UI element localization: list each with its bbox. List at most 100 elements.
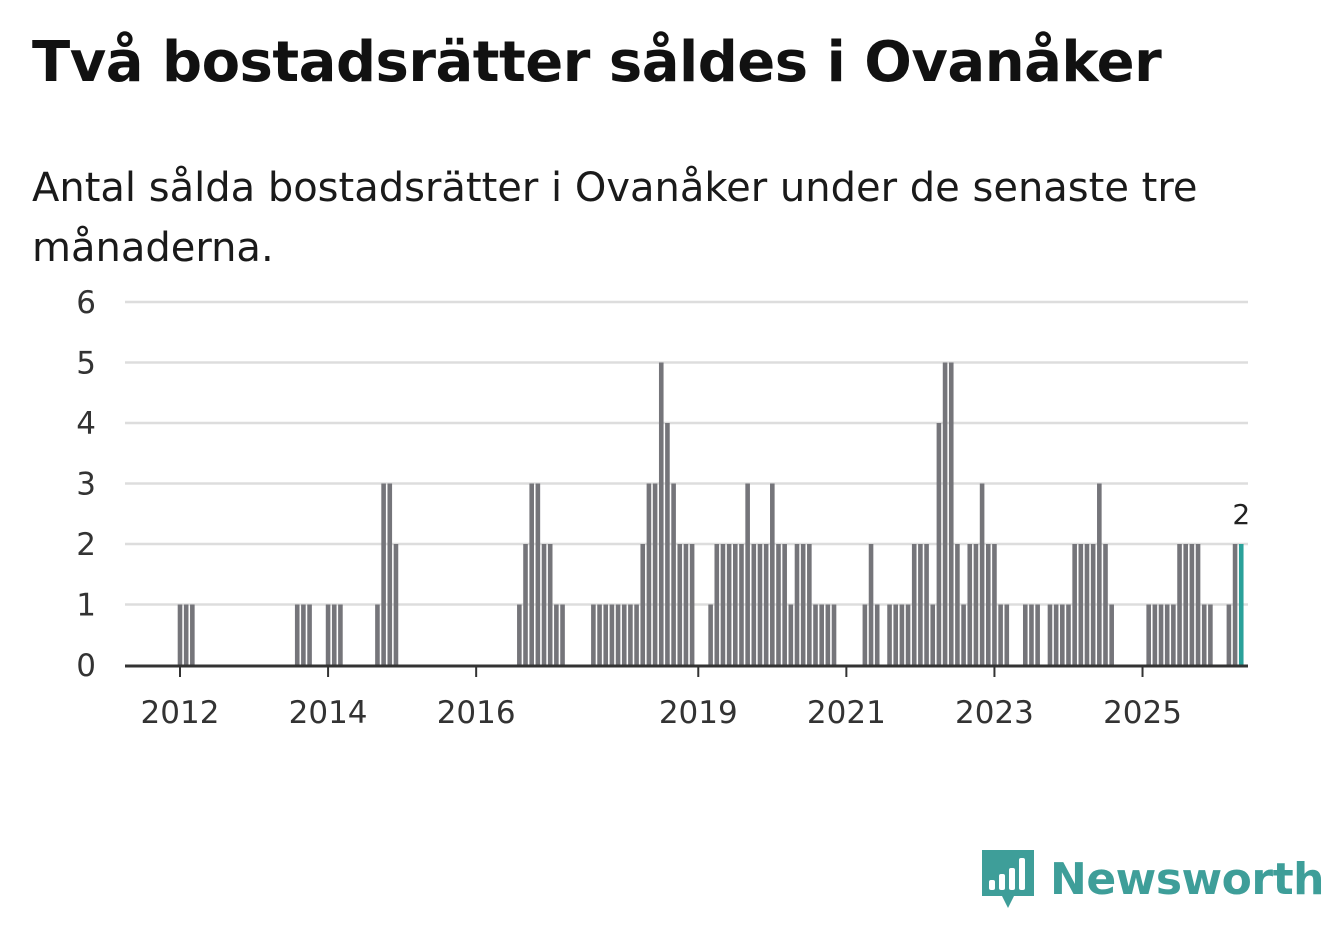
bar	[597, 604, 602, 665]
y-tick-label: 5	[76, 346, 96, 382]
x-axis-ticks: 2012 2014 2016 2019 2021 2023 2025	[141, 667, 1182, 731]
bar	[813, 604, 818, 665]
bar	[782, 544, 787, 665]
bar	[381, 483, 386, 665]
bar	[1084, 544, 1090, 665]
y-tick-label: 4	[76, 406, 96, 442]
bar-latest	[1238, 544, 1244, 665]
bar	[338, 604, 343, 665]
bar	[646, 483, 652, 665]
bar	[671, 483, 676, 665]
bar	[763, 544, 769, 665]
bar	[1053, 604, 1059, 665]
bar	[652, 483, 658, 665]
bar	[739, 544, 744, 665]
bar	[393, 544, 399, 665]
bar	[640, 544, 646, 665]
x-tick-label: 2016	[437, 695, 516, 731]
last-value-label: 2	[1232, 498, 1250, 531]
bar	[591, 604, 596, 665]
bar	[517, 604, 522, 665]
bar	[665, 423, 670, 665]
bar	[874, 604, 880, 665]
y-tick-label: 2	[76, 527, 96, 563]
x-tick-label: 2023	[955, 695, 1034, 731]
bar	[831, 604, 837, 665]
x-tick-label: 2012	[141, 695, 220, 731]
bar	[893, 604, 899, 665]
bar	[1047, 604, 1053, 665]
bar	[936, 423, 942, 665]
bar	[979, 483, 985, 665]
chart-subtitle: Antal sålda bostadsrätter i Ovanåker und…	[32, 165, 1198, 271]
bar	[955, 544, 960, 665]
bar	[751, 544, 757, 665]
bar	[387, 483, 393, 665]
bar	[1029, 604, 1034, 665]
bar	[973, 544, 979, 665]
bar	[1090, 544, 1096, 665]
bar	[1201, 604, 1207, 665]
bar	[1103, 544, 1108, 665]
bar	[918, 544, 923, 665]
bar	[621, 604, 627, 665]
bar	[961, 604, 966, 665]
bar	[1022, 604, 1028, 665]
bar	[770, 483, 775, 665]
bar	[301, 604, 306, 665]
bar	[868, 544, 874, 665]
bar	[745, 483, 750, 665]
bar	[862, 604, 868, 665]
bar	[628, 604, 633, 665]
newsworthy-logo: Newsworthy	[980, 848, 1322, 910]
bar	[1109, 604, 1114, 665]
bar	[985, 544, 991, 665]
bar	[1004, 604, 1010, 665]
bar	[757, 544, 763, 665]
bar	[708, 604, 713, 665]
bar	[547, 544, 553, 665]
x-tick-label: 2019	[659, 695, 738, 731]
y-tick-label: 0	[76, 648, 96, 684]
bar	[1060, 604, 1065, 665]
bar	[714, 544, 720, 665]
y-tick-label: 3	[76, 467, 96, 503]
bar	[1072, 544, 1077, 665]
bar	[733, 544, 738, 665]
bar	[294, 604, 300, 665]
bar	[1177, 544, 1182, 665]
bar	[1152, 604, 1158, 665]
bar	[930, 604, 936, 665]
bar	[375, 604, 380, 665]
newsworthy-bar-chart-icon	[982, 850, 1034, 908]
y-tick-label: 6	[76, 285, 96, 321]
bar	[967, 544, 973, 665]
bar	[1183, 544, 1189, 665]
x-tick-label: 2021	[807, 695, 886, 731]
bar	[1146, 604, 1151, 665]
bar	[899, 604, 905, 665]
bar	[541, 544, 547, 665]
bar	[529, 483, 534, 665]
bar	[776, 544, 781, 665]
x-tick-label: 2025	[1103, 695, 1182, 731]
bar	[1066, 604, 1071, 665]
bar	[800, 544, 806, 665]
bar	[658, 362, 664, 665]
bar	[911, 544, 917, 665]
bar	[1035, 604, 1040, 665]
bar	[177, 604, 183, 665]
bar	[905, 604, 911, 665]
bar	[554, 604, 559, 665]
bar	[1189, 544, 1195, 665]
bar-chart: 0 1 2 3 4 5 6 2012 2014 2016 2019 2021 2023 2025 2	[76, 285, 1250, 731]
bar	[634, 604, 639, 665]
bar	[535, 483, 541, 665]
bar	[887, 604, 892, 665]
bar	[1195, 544, 1201, 665]
bar	[720, 544, 726, 665]
bar	[677, 544, 683, 665]
x-tick-label: 2014	[289, 695, 368, 731]
bar	[603, 604, 609, 665]
bar	[794, 544, 800, 665]
